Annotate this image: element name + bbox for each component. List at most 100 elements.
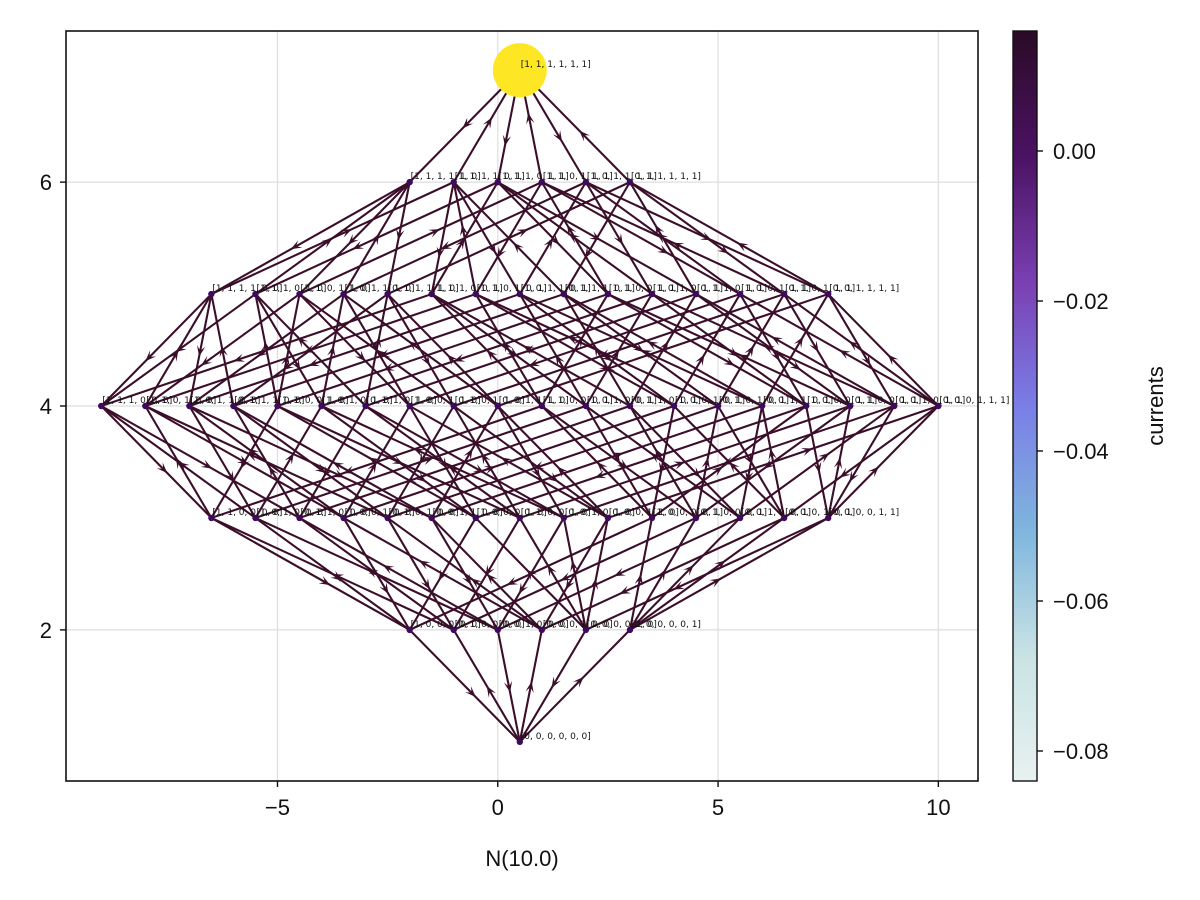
edge-arrowhead bbox=[579, 130, 590, 142]
node-label: [0, 1, 0, 1, 1, 1] bbox=[785, 284, 855, 294]
edge-arrowhead bbox=[516, 229, 529, 238]
edge-arrowhead bbox=[695, 354, 705, 367]
edge-arrowhead bbox=[722, 456, 735, 465]
graph-node bbox=[252, 290, 259, 298]
node-label: [0, 0, 0, 0, 0, 0] bbox=[521, 732, 591, 742]
graph-edges bbox=[100, 69, 940, 743]
graph-edge bbox=[629, 517, 829, 631]
node-label: [0, 0, 1, 1, 0, 0] bbox=[433, 508, 503, 518]
edge-arrowhead bbox=[486, 350, 498, 361]
graph-edge bbox=[299, 181, 543, 296]
edge-arrowhead bbox=[833, 457, 843, 470]
graph-edge bbox=[386, 293, 455, 407]
edge-arrowhead bbox=[524, 344, 536, 353]
graph-edge bbox=[475, 405, 807, 519]
graph-edge bbox=[299, 405, 631, 519]
graph-edge bbox=[563, 405, 895, 519]
highlighted-node bbox=[492, 43, 547, 98]
x-axis-title: N(10.0) bbox=[485, 846, 558, 871]
edge-arrowhead bbox=[240, 457, 250, 469]
node-label: [0, 1, 0, 0, 0, 1] bbox=[697, 508, 767, 518]
node-label: [0, 1, 0, 1, 0, 0] bbox=[389, 508, 459, 518]
node-label: [0, 1, 1, 0, 0, 0] bbox=[301, 508, 371, 518]
node-label: [0, 0, 1, 0, 1, 1] bbox=[895, 396, 965, 406]
edge-arrowhead bbox=[462, 573, 472, 586]
graph-edge bbox=[540, 181, 609, 295]
graph-node bbox=[384, 514, 391, 522]
node-label: [0, 0, 1, 1, 0, 1] bbox=[763, 396, 833, 406]
node-label: [0, 0, 0, 1, 1, 1] bbox=[939, 396, 1009, 406]
graph-edge bbox=[100, 405, 213, 519]
graph-node bbox=[648, 514, 656, 522]
edge-arrowhead bbox=[533, 461, 545, 470]
edge-arrowhead bbox=[714, 560, 726, 571]
node-label: [0, 1, 1, 0, 1, 0] bbox=[367, 396, 437, 406]
graph-edge bbox=[453, 516, 697, 631]
node-label: [0, 0, 0, 0, 0, 1] bbox=[631, 620, 701, 630]
graph-edge bbox=[739, 405, 764, 519]
graph-edge bbox=[254, 517, 411, 631]
edge-arrowhead bbox=[506, 576, 519, 586]
node-label: [0, 0, 1, 0, 0, 0] bbox=[499, 620, 569, 630]
graph-edge bbox=[585, 516, 829, 631]
edge-arrowhead bbox=[672, 242, 685, 251]
node-label: [0, 0, 0, 0, 1, 1] bbox=[829, 508, 899, 518]
edge-arrowhead bbox=[420, 577, 430, 590]
node-label: [1, 0, 0, 1, 0, 0] bbox=[345, 508, 415, 518]
graph-edge bbox=[210, 181, 411, 295]
graph-node bbox=[582, 402, 590, 410]
edge-arrowhead bbox=[367, 461, 377, 474]
graph-node bbox=[692, 290, 700, 298]
edge-arrowhead bbox=[818, 453, 830, 463]
edge-arrowhead bbox=[709, 578, 722, 588]
colorbar-label: currents bbox=[1143, 366, 1168, 445]
graph-edge bbox=[320, 405, 477, 519]
graph-edge bbox=[452, 405, 521, 519]
edge-arrowhead bbox=[570, 560, 579, 573]
node-label: [1, 1, 0, 0, 1, 1] bbox=[609, 284, 679, 294]
graph-edge bbox=[474, 293, 543, 407]
graph-node bbox=[780, 514, 788, 522]
edge-arrowhead bbox=[447, 354, 458, 366]
graph-edge bbox=[739, 293, 808, 407]
edge-arrowhead bbox=[619, 585, 632, 595]
node-label: [1, 0, 0, 1, 1, 0] bbox=[411, 396, 481, 406]
graph-node bbox=[736, 290, 744, 298]
node-label: [1, 0, 1, 1, 1, 0] bbox=[345, 284, 415, 294]
edge-arrowhead bbox=[543, 238, 553, 250]
graph-edge bbox=[232, 405, 301, 519]
grid-lines bbox=[66, 31, 978, 781]
edge-arrowhead bbox=[486, 685, 496, 698]
graph-edge bbox=[276, 293, 301, 407]
edge-arrowhead bbox=[745, 470, 754, 483]
edge-arrowhead bbox=[548, 234, 560, 245]
edge-arrowhead bbox=[330, 570, 342, 581]
edge-arrowhead bbox=[614, 567, 626, 577]
graph-node bbox=[891, 402, 898, 410]
edge-arrowhead bbox=[839, 350, 851, 360]
graph-edge bbox=[189, 293, 521, 407]
graph-node bbox=[494, 626, 501, 634]
edge-arrowhead bbox=[247, 453, 259, 462]
node-label: [1, 1, 0, 0, 0, 1] bbox=[543, 396, 613, 406]
x-tick-label: −5 bbox=[265, 795, 290, 820]
graph-node bbox=[648, 290, 656, 298]
x-tick-label: 5 bbox=[712, 795, 724, 820]
graph-edge bbox=[408, 405, 477, 519]
node-label: [1, 0, 0, 0, 0, 1] bbox=[653, 508, 723, 518]
graph-edge bbox=[518, 293, 587, 407]
graph-edge bbox=[255, 181, 499, 296]
edge-arrowhead bbox=[379, 582, 389, 595]
node-label: [1, 0, 1, 1, 0, 1] bbox=[521, 284, 591, 294]
edge-arrowhead bbox=[557, 466, 568, 478]
graph-edge bbox=[584, 517, 609, 631]
node-label: [1, 1, 1, 0, 0, 0] bbox=[102, 396, 172, 406]
graph-node bbox=[516, 514, 523, 522]
graph-edge bbox=[496, 405, 565, 519]
graph-node bbox=[494, 402, 501, 410]
edge-arrowhead bbox=[789, 360, 801, 371]
graph-edge bbox=[409, 516, 653, 631]
graph-edge bbox=[519, 405, 851, 519]
edge-arrowhead bbox=[327, 345, 336, 358]
edge-arrowhead bbox=[656, 233, 669, 244]
